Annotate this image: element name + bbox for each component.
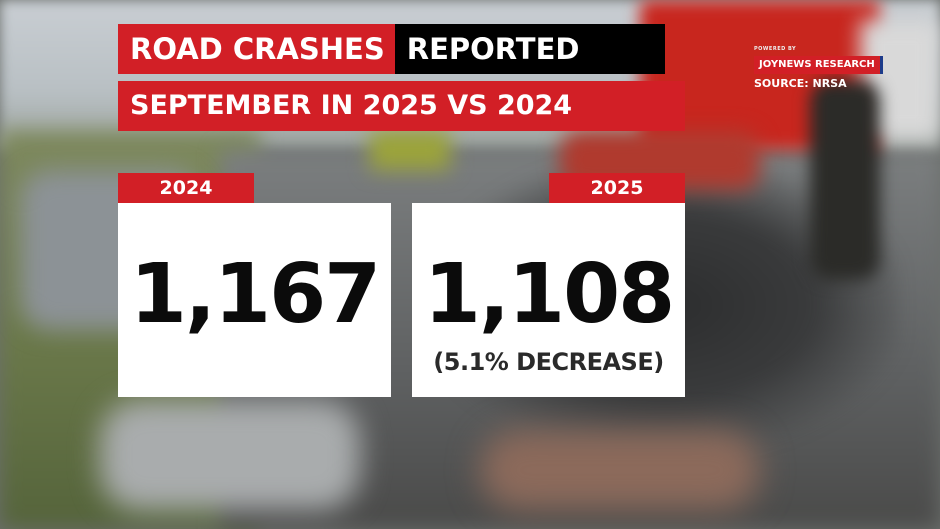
powered-by-label: POWERED BY [754, 46, 797, 52]
stat-value-2025: 1,108 [423, 247, 675, 342]
bg-dirt [480, 430, 760, 510]
headline-black-part: REPORTED [394, 24, 665, 74]
year-tab-2025: 2025 [549, 173, 685, 203]
headline-line2: SEPTEMBER IN 2025 VS 2024 [118, 81, 685, 131]
stat-card-2024: 1,167 [118, 203, 391, 397]
stat-value-2024: 1,167 [129, 247, 381, 342]
source-tag: POWERED BY JOYNEWS RESEARCH SOURCE: NRSA [754, 46, 883, 90]
change-note: (5.1% DECREASE) [433, 348, 664, 376]
bg-vest [370, 130, 450, 170]
research-badge: JOYNEWS RESEARCH [754, 56, 883, 74]
headline-red-part: ROAD CRASHES [118, 24, 395, 74]
headline-line1: ROAD CRASHES REPORTED [118, 24, 665, 74]
source-label: SOURCE: NRSA [754, 77, 847, 90]
year-tab-2024: 2024 [118, 173, 254, 203]
bg-debris [100, 400, 360, 510]
bg-firefighter [810, 80, 880, 280]
stat-card-2025: 1,108 (5.1% DECREASE) [412, 203, 685, 397]
